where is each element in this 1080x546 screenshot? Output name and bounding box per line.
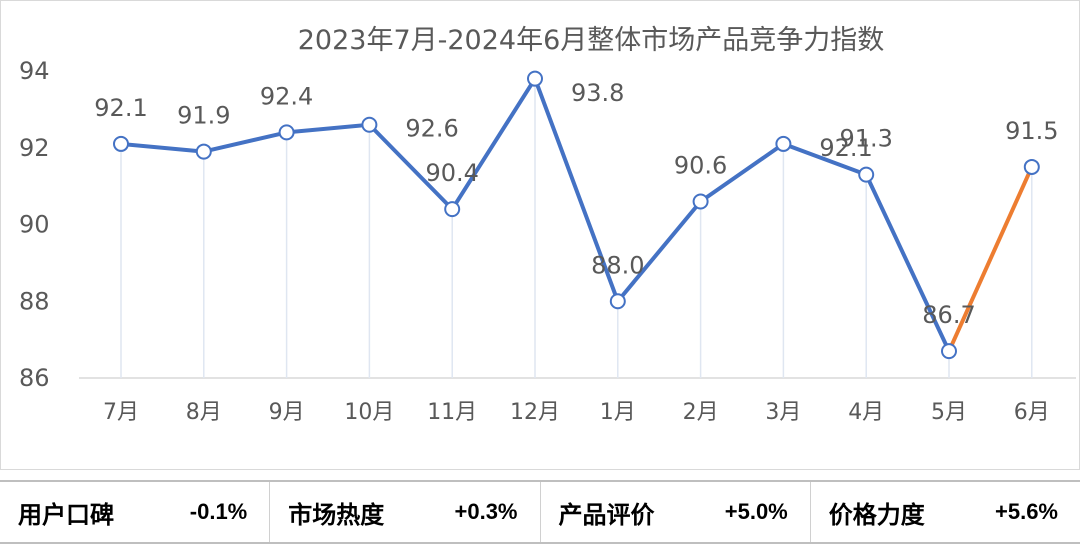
data-label: 86.7: [922, 301, 975, 329]
x-tick-label: 3月: [765, 400, 801, 425]
data-point: [195, 143, 212, 160]
data-label: 90.4: [425, 159, 478, 187]
data-label: 91.5: [1005, 117, 1058, 145]
metric-label: 价格力度: [828, 500, 925, 529]
data-point: [858, 166, 875, 183]
metric-label: 市场热度: [288, 500, 385, 529]
data-label: 93.8: [571, 79, 624, 107]
data-point: [278, 124, 295, 141]
data-labels: 92.1 91.992.492.690.493.888.090.692.191.3…: [94, 79, 1058, 329]
data-label: 92.4: [260, 82, 313, 110]
data-point: [527, 70, 543, 87]
data-point: [113, 135, 129, 152]
chart-title: 2023年7月-2024年6月整体市场产品竞争力指数: [298, 25, 885, 56]
x-tick-label: 10月: [344, 400, 394, 425]
x-tick-label: 11月: [427, 400, 477, 425]
metric-value: +5.0%: [724, 499, 788, 524]
data-label: 91.9: [177, 102, 230, 130]
data-label: 92.1: [94, 94, 147, 122]
metric-value: -0.1%: [189, 499, 248, 524]
data-point: [692, 193, 709, 210]
x-tick-label: 12月: [510, 400, 560, 425]
y-tick-label: 92: [19, 134, 50, 162]
metric-value: +5.6%: [995, 499, 1058, 524]
y-tick-label: 94: [19, 57, 50, 85]
data-label: 91.3: [839, 125, 892, 153]
y-tick-label: 88: [19, 287, 50, 315]
x-tick-label: 7月: [103, 400, 139, 425]
y-tick-label: 86: [19, 364, 50, 392]
data-point: [941, 343, 957, 360]
x-tick-label: 8月: [186, 400, 222, 425]
y-axis: 86 88 90 92 94: [19, 57, 50, 392]
data-point: [361, 116, 378, 133]
data-point: [1023, 158, 1040, 175]
chart-panel: 2023年7月-2024年6月整体市场产品竞争力指数 86 88 90 92 94 92…: [0, 0, 1080, 470]
x-tick-label: 1月: [600, 400, 636, 425]
line-chart: 2023年7月-2024年6月整体市场产品竞争力指数 86 88 90 92 94 92…: [19, 25, 1076, 425]
data-point: [444, 201, 461, 218]
data-label: 92.6: [405, 115, 458, 143]
metric-value: +0.3%: [454, 499, 518, 524]
data-markers: [113, 70, 1040, 360]
x-tick-label: 5月: [931, 400, 967, 425]
series-line-highlight: [947, 166, 1034, 352]
metric-user-reputation: 用户口碑 -0.1%: [0, 482, 271, 542]
metric-product-review: 产品评价 +5.0%: [541, 482, 811, 542]
series-line: [120, 76, 1034, 352]
y-tick-label: 90: [19, 211, 50, 239]
data-point: [609, 293, 626, 310]
drop-lines: [120, 85, 1033, 378]
metric-price-strength: 价格力度 +5.6%: [811, 482, 1080, 542]
data-label: 92.1: [819, 134, 872, 162]
data-label: 90.6: [674, 151, 727, 179]
x-axis: 7月 8月 9月 10月 11月 12月 1月 2月 3月 4月 5月 6月: [103, 400, 1050, 425]
x-tick-label: 9月: [269, 400, 305, 425]
metric-label: 产品评价: [558, 500, 655, 529]
x-tick-label: 4月: [848, 400, 884, 425]
metric-label: 用户口碑: [18, 500, 114, 529]
data-point: [775, 135, 792, 152]
data-label: 88.0: [591, 251, 644, 279]
metric-market-heat: 市场热度 +0.3%: [270, 482, 541, 542]
metrics-bar: 用户口碑 -0.1% 市场热度 +0.3% 产品评价 +5.0% 价格力度 +5…: [0, 480, 1080, 544]
x-tick-label: 6月: [1014, 400, 1050, 425]
x-tick-label: 2月: [683, 400, 719, 425]
